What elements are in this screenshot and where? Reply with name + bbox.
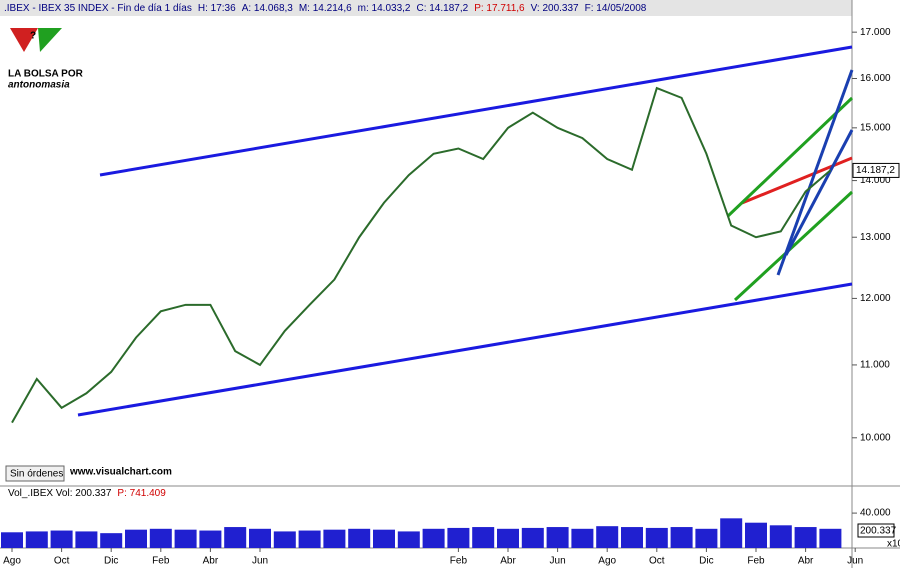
volume-bar xyxy=(249,528,271,548)
y-tick-label: 16.000 xyxy=(860,73,891,84)
last-price-label: 14.187,2 xyxy=(856,165,895,176)
volume-bar xyxy=(720,518,743,548)
header-field: V: 200.337 xyxy=(531,3,579,14)
volume-bar xyxy=(571,528,594,548)
volume-bar xyxy=(472,527,495,548)
volume-bar xyxy=(596,526,619,548)
price-line xyxy=(11,86,832,424)
watermark: www.visualchart.com xyxy=(69,467,172,478)
volume-bar xyxy=(224,527,247,548)
volume-bar xyxy=(695,528,718,548)
trend-line xyxy=(733,190,854,302)
volume-bar xyxy=(273,531,296,548)
unit-label: x10 xyxy=(887,539,900,550)
volume-bar xyxy=(769,525,792,548)
last-volume-box xyxy=(857,523,895,538)
volume-bar xyxy=(298,530,321,548)
volume-name: Vol_.IBEX Vol: 200.337 xyxy=(8,488,112,499)
header-field: A: 14.068,3 xyxy=(242,3,294,14)
volume-bar xyxy=(25,531,48,548)
trend-line xyxy=(99,45,853,177)
header-field: P: 17.711,6 xyxy=(474,3,525,14)
volume-bar xyxy=(447,527,470,548)
header-field: m: 14.033,2 xyxy=(358,3,411,14)
logo-shape xyxy=(38,28,62,52)
volume-bar xyxy=(75,531,98,548)
trend-line xyxy=(784,129,854,256)
logo-text: antonomasia xyxy=(8,80,70,91)
volume-bar xyxy=(174,529,197,548)
volume-bar xyxy=(323,529,346,548)
logo-text: LA BOLSA POR xyxy=(8,69,84,80)
volume-bar xyxy=(819,528,842,548)
status-box[interactable] xyxy=(5,465,65,482)
volume-bar xyxy=(645,527,668,548)
y-tick-label: 40.000 xyxy=(860,508,891,519)
y-tick-label: 10.000 xyxy=(860,432,891,443)
volume-bar xyxy=(497,528,519,548)
x-tick-label: Feb xyxy=(450,556,468,567)
logo-shape xyxy=(10,28,38,52)
trend-lines xyxy=(77,45,854,417)
x-tick-label: Ago xyxy=(3,556,21,567)
volume-bar xyxy=(1,532,23,548)
volume-bar xyxy=(794,527,817,548)
volume-bar xyxy=(373,529,395,548)
volume-bar xyxy=(199,530,222,548)
header: .IBEX - IBEX 35 INDEX - Fin de día 1 día… xyxy=(4,3,647,14)
volume-bar xyxy=(397,531,420,548)
header-bar xyxy=(0,0,852,16)
y-tick-label: 12.000 xyxy=(860,293,891,304)
x-tick-label: Abr xyxy=(500,556,516,567)
last-volume-label: 200.337 xyxy=(860,526,897,537)
volume-title: Vol_.IBEX Vol: 200.337 P: 741.409 xyxy=(8,488,166,499)
x-tick-label: Jun xyxy=(252,556,268,567)
header-field: M: 14.214,6 xyxy=(299,3,352,14)
x-tick-label: Jun xyxy=(847,556,863,567)
volume-bar xyxy=(348,528,371,548)
trend-line xyxy=(726,96,854,218)
x-tick-label: Abr xyxy=(203,556,219,567)
header-field: H: 17:36 xyxy=(198,3,236,14)
volume-bar xyxy=(125,529,147,548)
status: Sin órdenes xyxy=(10,469,63,480)
volume-bar xyxy=(546,527,569,548)
x-tick-label: Jun xyxy=(550,556,566,567)
x-tick-label: Feb xyxy=(747,556,765,567)
volume-bar xyxy=(670,527,693,548)
volume-bar xyxy=(100,533,123,548)
y-tick-label: 11.000 xyxy=(860,360,890,371)
volume-bar xyxy=(745,522,767,548)
header-field: C: 14.187,2 xyxy=(416,3,468,14)
x-tick-label: Ago xyxy=(598,556,616,567)
x-tick-label: Dic xyxy=(699,556,713,567)
header-field: .IBEX - IBEX 35 INDEX - Fin de día 1 día… xyxy=(4,3,192,14)
volume-bar xyxy=(50,530,73,548)
logo-mark: ? xyxy=(30,31,36,42)
trend-line xyxy=(776,69,854,276)
header-field: F: 14/05/2008 xyxy=(585,3,647,14)
x-tick-label: Oct xyxy=(649,556,665,567)
volume-peak: P: 741.409 xyxy=(117,488,166,499)
volume-bar xyxy=(149,528,172,548)
last-price-box xyxy=(852,162,900,178)
x-tick-label: Abr xyxy=(798,556,814,567)
trend-line xyxy=(77,282,853,417)
volume-bar xyxy=(422,528,445,548)
volume-bar xyxy=(621,527,643,548)
x-tick-label: Oct xyxy=(54,556,70,567)
y-tick-label: 17.000 xyxy=(860,27,891,38)
y-tick-label: 14.000 xyxy=(860,175,891,186)
volume-bar xyxy=(521,527,544,548)
y-tick-label: 15.000 xyxy=(860,122,891,133)
x-tick-label: Dic xyxy=(104,556,118,567)
y-tick-label: 13.000 xyxy=(860,232,891,243)
x-tick-label: Feb xyxy=(152,556,170,567)
